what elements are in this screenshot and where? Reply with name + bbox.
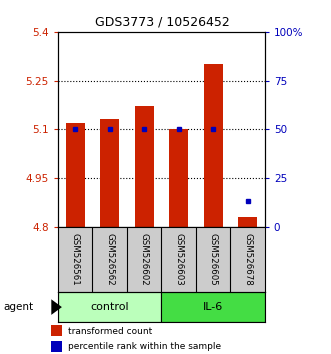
Bar <box>204 64 222 227</box>
Text: control: control <box>90 302 129 312</box>
Bar <box>51 325 62 336</box>
Text: GSM526602: GSM526602 <box>140 233 149 286</box>
Text: agent: agent <box>3 302 33 312</box>
Text: transformed count: transformed count <box>68 326 152 336</box>
Bar <box>169 129 188 227</box>
Bar <box>51 341 62 353</box>
Bar <box>100 120 119 227</box>
Text: percentile rank within the sample: percentile rank within the sample <box>68 342 221 352</box>
Polygon shape <box>51 299 62 315</box>
Text: GSM526561: GSM526561 <box>71 233 80 286</box>
Bar <box>161 292 265 322</box>
Text: IL-6: IL-6 <box>203 302 223 312</box>
Bar <box>238 217 257 227</box>
Text: GSM526603: GSM526603 <box>174 233 183 286</box>
Text: GSM526605: GSM526605 <box>209 233 217 286</box>
Text: GDS3773 / 10526452: GDS3773 / 10526452 <box>95 16 230 29</box>
Bar <box>58 292 162 322</box>
Text: GSM526678: GSM526678 <box>243 233 252 286</box>
Bar <box>66 123 85 227</box>
Bar <box>135 107 154 227</box>
Text: GSM526562: GSM526562 <box>105 233 114 286</box>
